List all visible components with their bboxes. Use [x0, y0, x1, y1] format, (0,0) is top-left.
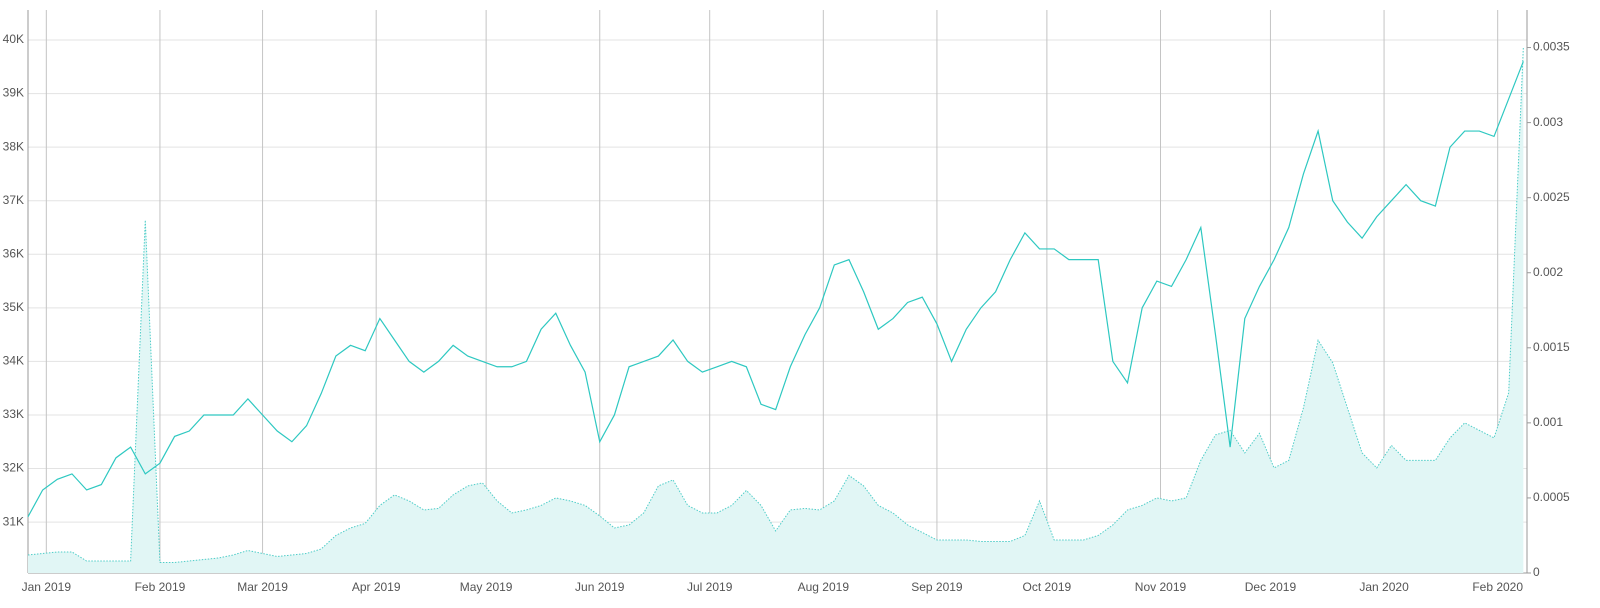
x-tick-label: Mar 2019	[237, 580, 288, 594]
x-tick-label: Jul 2019	[687, 580, 733, 594]
y-tick-label: 39K	[3, 86, 24, 100]
y-tick-label: 34K	[3, 354, 24, 368]
y2-tick-label: 0.0035	[1533, 40, 1570, 54]
x-tick-label: Jan 2019	[22, 580, 72, 594]
y-tick-label: 40K	[3, 32, 24, 46]
y2-tick-label: 0.003	[1533, 115, 1563, 129]
area-fill	[28, 47, 1524, 574]
y2-tick-label: 0.002	[1533, 265, 1563, 279]
y2-tick-label: 0.001	[1533, 415, 1563, 429]
y-tick-label: 35K	[3, 300, 24, 314]
line	[27, 61, 1524, 518]
x-tick-label: Oct 2019	[1023, 580, 1072, 594]
x-tick-label: Jun 2019	[575, 580, 625, 594]
x-tick-label: Nov 2019	[1135, 580, 1187, 594]
y-tick-label: 33K	[3, 407, 24, 421]
x-tick-label: May 2019	[460, 580, 513, 594]
y-tick-label: 38K	[3, 139, 24, 153]
y-tick-label: 37K	[3, 193, 24, 207]
x-tick-label: Sep 2019	[911, 580, 963, 594]
x-tick-label: Dec 2019	[1245, 580, 1297, 594]
y-tick-label: 36K	[3, 246, 24, 260]
x-tick-label: Jan 2020	[1359, 580, 1409, 594]
y2-tick-label: 0.0015	[1533, 340, 1570, 354]
y2-tick-label: 0	[1533, 565, 1540, 579]
x-tick-label: Feb 2019	[135, 580, 186, 594]
y-tick-label: 31K	[3, 514, 24, 528]
y2-tick-label: 0.0025	[1533, 190, 1570, 204]
x-tick-label: Feb 2020	[1472, 580, 1523, 594]
x-tick-label: Apr 2019	[352, 580, 401, 594]
y-tick-label: 32K	[3, 461, 24, 475]
x-tick-label: Aug 2019	[798, 580, 850, 594]
y2-tick-label: 0.0005	[1533, 490, 1570, 504]
area-line	[27, 47, 1524, 563]
